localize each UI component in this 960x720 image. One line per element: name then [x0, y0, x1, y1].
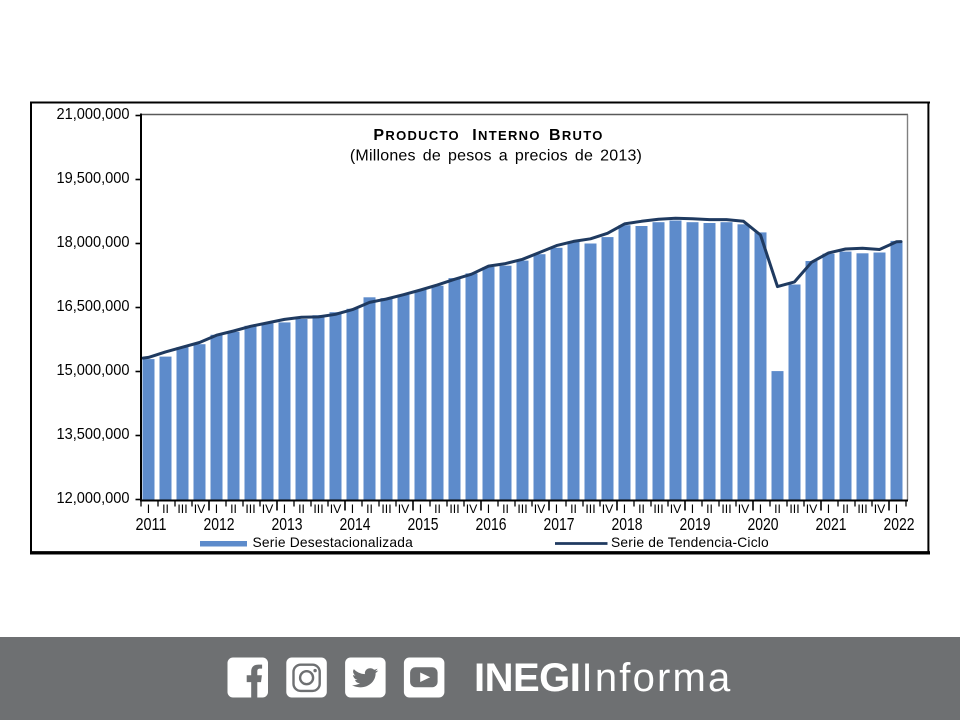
svg-text:IV: IV — [806, 502, 818, 516]
svg-text:II: II — [434, 502, 441, 516]
svg-text:2021: 2021 — [816, 514, 847, 534]
svg-text:IV: IV — [738, 502, 750, 516]
svg-text:2020: 2020 — [748, 514, 779, 534]
svg-text:III: III — [857, 502, 867, 516]
svg-text:III: III — [245, 502, 255, 516]
svg-text:IV: IV — [874, 502, 886, 516]
svg-text:IV: IV — [670, 502, 682, 516]
svg-text:2012: 2012 — [204, 514, 235, 534]
svg-text:IV: IV — [194, 502, 206, 516]
svg-text:III: III — [313, 502, 323, 516]
svg-text:INTERNO: INTERNO — [472, 127, 540, 144]
svg-text:13,500,000: 13,500,000 — [57, 426, 130, 443]
svg-text:12,000,000: 12,000,000 — [57, 490, 130, 507]
svg-text:15,000,000: 15,000,000 — [57, 362, 130, 379]
svg-text:II: II — [298, 502, 305, 516]
svg-text:II: II — [162, 502, 169, 516]
svg-text:I: I — [827, 502, 830, 516]
svg-text:(Millones de pesos a precios d: (Millones de pesos a precios de 2013) — [350, 148, 642, 165]
svg-text:II: II — [638, 502, 645, 516]
svg-text:III: III — [517, 502, 527, 516]
svg-text:I: I — [555, 502, 558, 516]
svg-text:II: II — [570, 502, 577, 516]
svg-text:16,500,000: 16,500,000 — [57, 298, 130, 315]
svg-text:IV: IV — [466, 502, 478, 516]
svg-text:PRODUCTO: PRODUCTO — [373, 127, 460, 144]
svg-text:I: I — [691, 502, 694, 516]
svg-text:I: I — [419, 502, 422, 516]
svg-text:2018: 2018 — [612, 514, 643, 534]
svg-text:2013: 2013 — [272, 514, 303, 534]
svg-text:III: III — [177, 502, 187, 516]
svg-text:Serie Desestacionalizada: Serie Desestacionalizada — [253, 535, 414, 550]
svg-text:III: III — [585, 502, 595, 516]
svg-text:21,000,000: 21,000,000 — [57, 106, 130, 123]
svg-text:19,500,000: 19,500,000 — [57, 170, 130, 187]
svg-text:2017: 2017 — [544, 514, 575, 534]
svg-text:2019: 2019 — [680, 514, 711, 534]
svg-text:I: I — [759, 502, 762, 516]
svg-text:2022: 2022 — [884, 514, 915, 534]
svg-text:I: I — [215, 502, 218, 516]
svg-text:2011: 2011 — [136, 514, 167, 534]
svg-text:18,000,000: 18,000,000 — [57, 234, 130, 251]
svg-text:II: II — [842, 502, 849, 516]
svg-text:Informa: Informa — [582, 656, 733, 700]
svg-text:2016: 2016 — [476, 514, 507, 534]
svg-text:III: III — [789, 502, 799, 516]
svg-text:II: II — [230, 502, 237, 516]
svg-text:II: II — [706, 502, 713, 516]
svg-text:2015: 2015 — [408, 514, 439, 534]
svg-text:2014: 2014 — [340, 514, 371, 534]
svg-text:Serie de Tendencia-Ciclo: Serie de Tendencia-Ciclo — [611, 535, 769, 550]
svg-text:III: III — [381, 502, 391, 516]
svg-text:IV: IV — [398, 502, 410, 516]
svg-text:I: I — [147, 502, 150, 516]
svg-text:INEGI: INEGI — [474, 656, 580, 700]
svg-text:I: I — [487, 502, 490, 516]
svg-text:II: II — [366, 502, 373, 516]
svg-text:IV: IV — [602, 502, 614, 516]
svg-text:III: III — [653, 502, 663, 516]
svg-text:III: III — [721, 502, 731, 516]
svg-text:IV: IV — [262, 502, 274, 516]
svg-text:I: I — [351, 502, 354, 516]
svg-text:I: I — [623, 502, 626, 516]
svg-text:III: III — [449, 502, 459, 516]
svg-text:II: II — [774, 502, 781, 516]
svg-text:IV: IV — [534, 502, 546, 516]
svg-text:I: I — [283, 502, 286, 516]
svg-text:IV: IV — [330, 502, 342, 516]
svg-text:II: II — [502, 502, 509, 516]
svg-text:BRUTO: BRUTO — [549, 127, 604, 144]
svg-text:I: I — [895, 502, 898, 516]
